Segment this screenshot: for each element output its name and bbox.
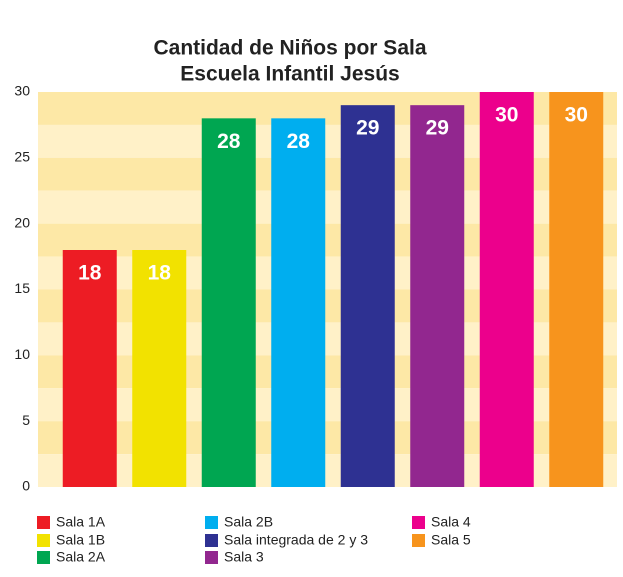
legend-swatch	[205, 551, 218, 564]
value-label: 30	[565, 104, 588, 127]
legend-label: Sala 5	[431, 532, 471, 548]
chart-subtitle: Escuela Infantil Jesús	[180, 63, 399, 86]
value-label: 29	[356, 117, 379, 140]
legend-swatch	[205, 534, 218, 547]
value-label: 28	[217, 130, 241, 153]
bar	[479, 92, 534, 487]
legend-swatch	[412, 534, 425, 547]
bar	[340, 105, 395, 488]
y-tick-label: 5	[22, 412, 30, 428]
legend-swatch	[412, 516, 425, 529]
y-tick-label: 10	[14, 346, 30, 362]
legend-label: Sala 2A	[56, 549, 106, 565]
legend-label: Sala 3	[224, 549, 264, 565]
value-label: 28	[287, 130, 311, 153]
bar	[132, 250, 187, 487]
bar	[271, 118, 326, 487]
legend-swatch	[37, 534, 50, 547]
bar	[201, 118, 256, 487]
y-tick-label: 20	[14, 214, 30, 230]
legend-label: Sala integrada de 2 y 3	[224, 532, 368, 548]
legend-swatch	[205, 516, 218, 529]
value-label: 29	[426, 117, 449, 140]
bar	[410, 105, 465, 488]
legend-swatch	[37, 551, 50, 564]
y-tick-label: 0	[22, 478, 30, 494]
legend-label: Sala 2B	[224, 514, 273, 530]
value-label: 18	[78, 262, 102, 285]
chart-title: Cantidad de Niños por Sala	[153, 37, 426, 60]
bar	[62, 250, 117, 487]
legend-label: Sala 1A	[56, 514, 106, 530]
legend-label: Sala 1B	[56, 532, 105, 548]
value-label: 30	[495, 104, 518, 127]
legend-label: Sala 4	[431, 514, 471, 530]
y-tick-label: 15	[14, 280, 30, 296]
legend-swatch	[37, 516, 50, 529]
y-tick-label: 25	[14, 149, 30, 165]
bar	[549, 92, 604, 487]
value-label: 18	[148, 262, 172, 285]
y-tick-label: 30	[14, 83, 30, 99]
